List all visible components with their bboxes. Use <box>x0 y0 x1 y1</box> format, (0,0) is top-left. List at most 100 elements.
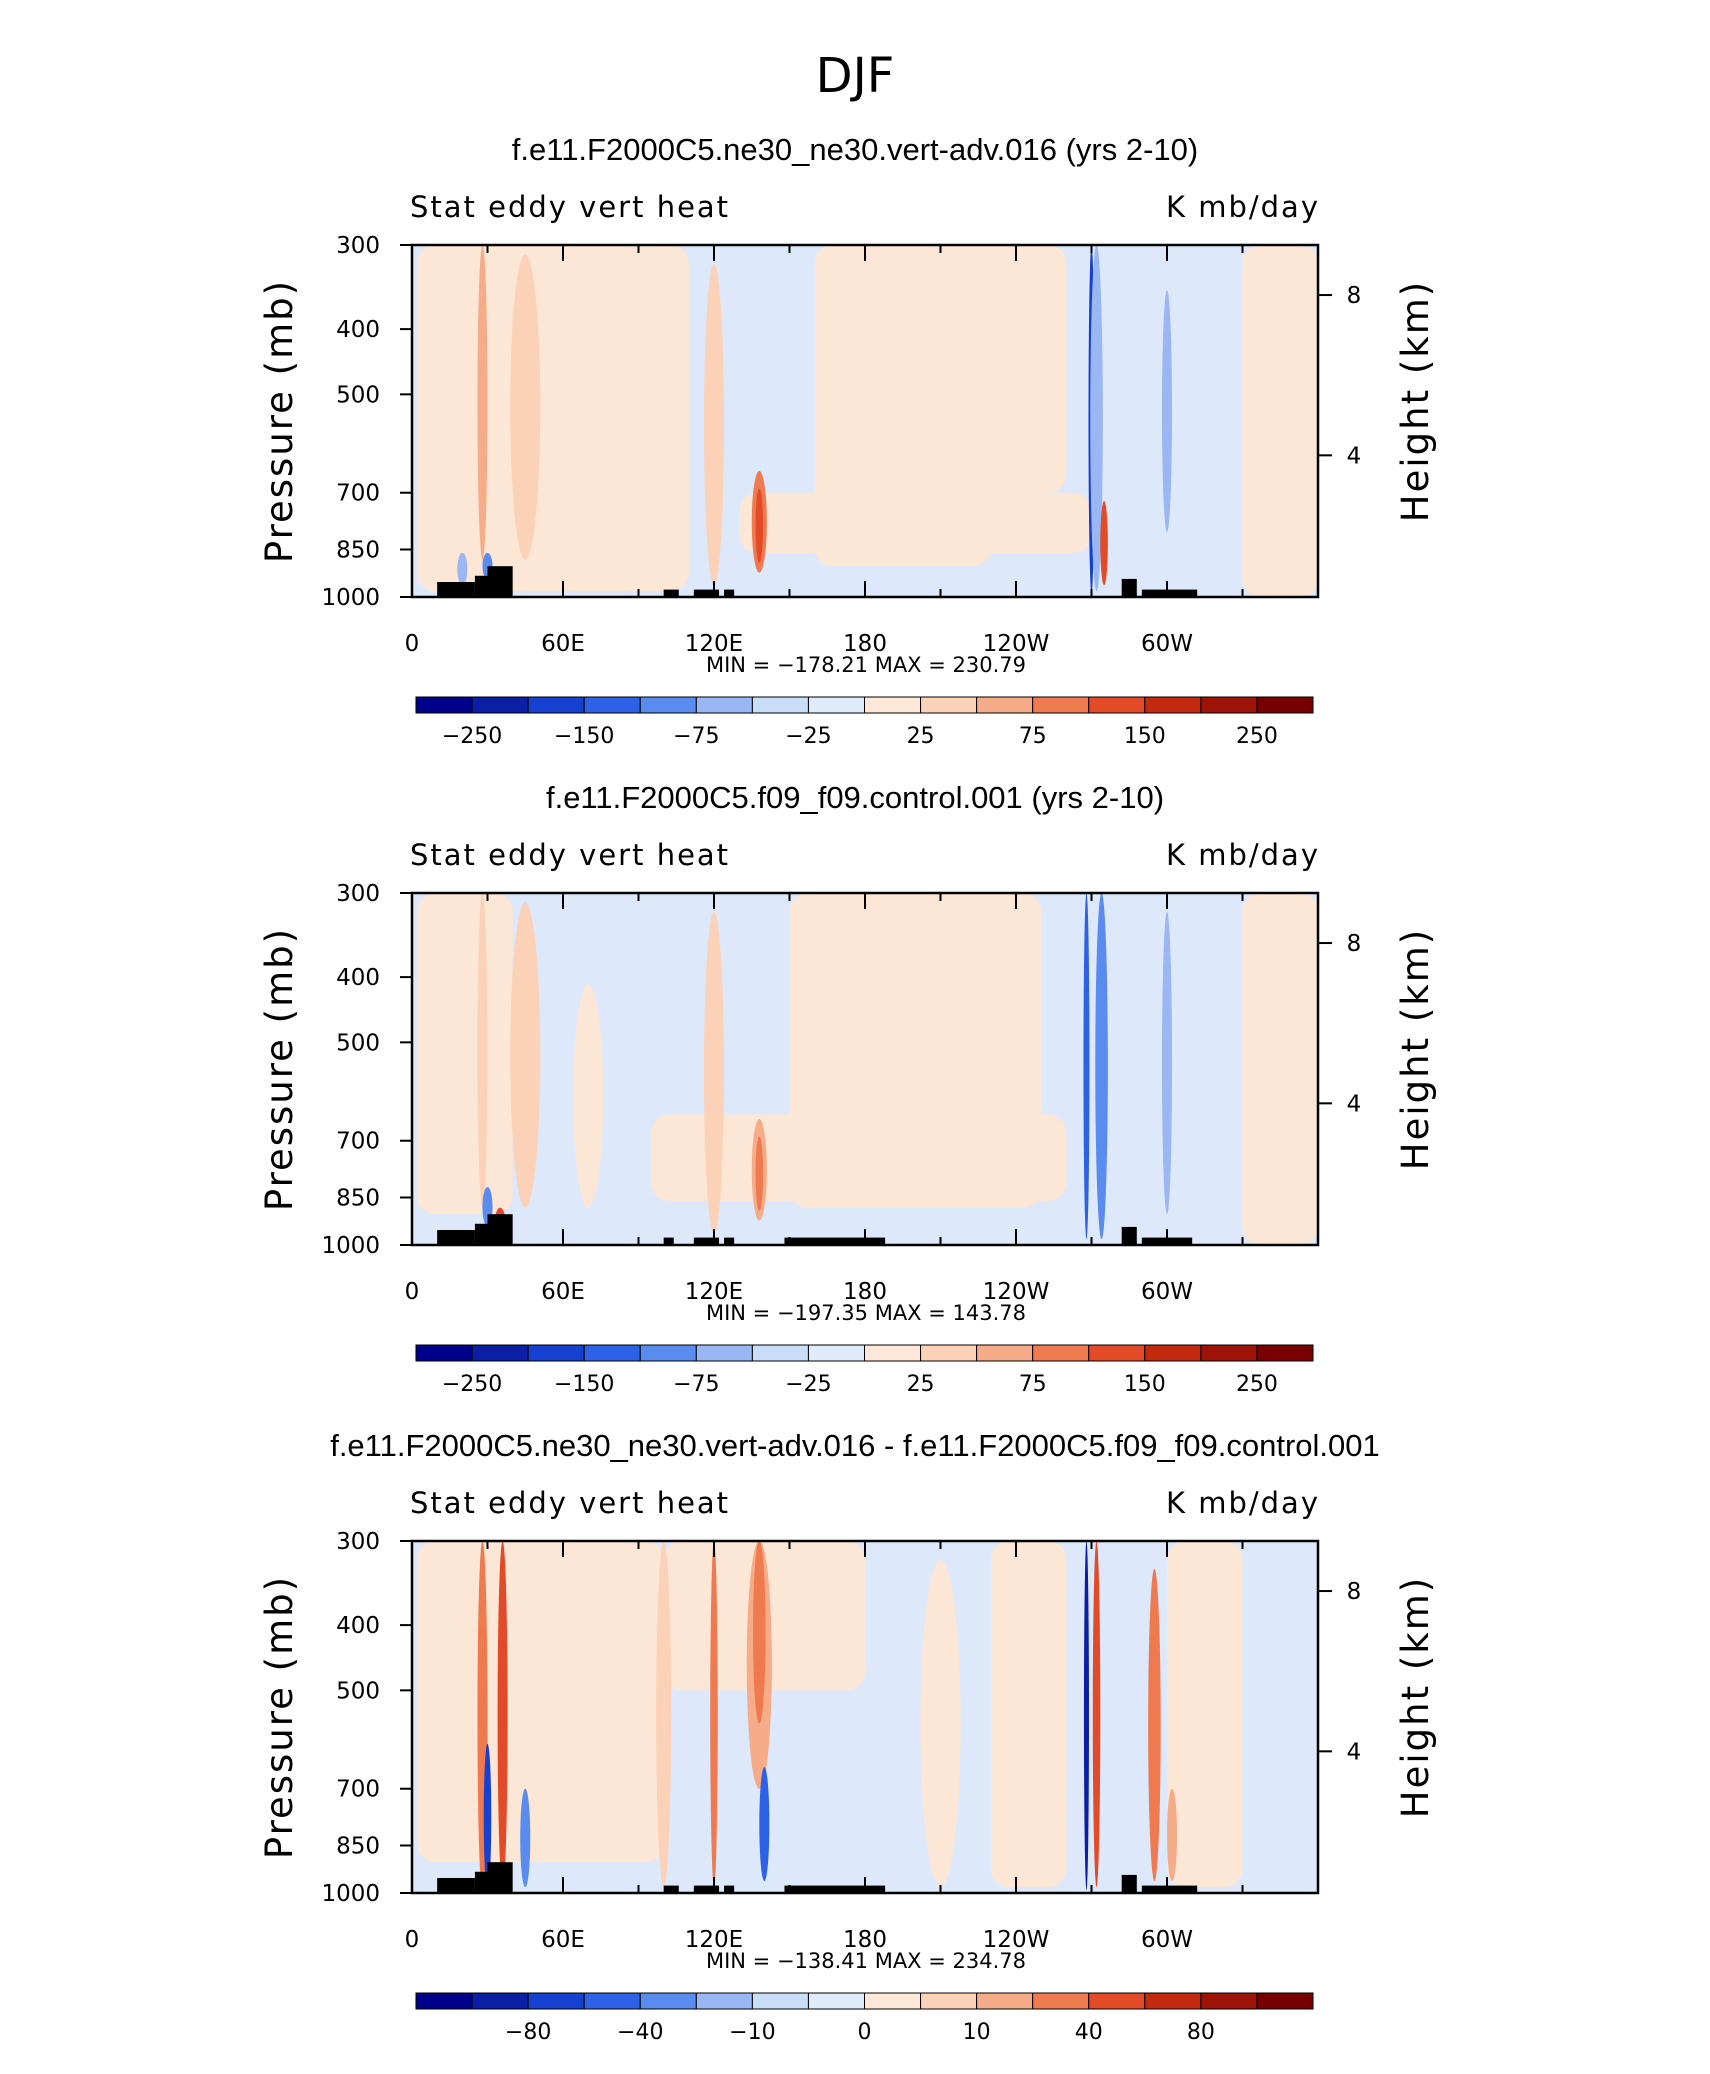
colorbar-label: −75 <box>673 1372 719 1397</box>
colorbar-label: 10 <box>963 2020 991 2045</box>
field-feature <box>575 350 601 573</box>
field-feature <box>1083 1541 1089 1891</box>
field-region <box>417 1541 664 1863</box>
field-feature <box>703 263 725 586</box>
x-tick-label: 120E <box>685 1279 743 1305</box>
y-tick-label: 500 <box>336 1678 380 1704</box>
colorbar-label: −150 <box>554 1372 614 1397</box>
topography-block <box>693 1237 720 1245</box>
colorbar-box <box>1088 1344 1146 1362</box>
colorbar-box <box>920 1992 978 2010</box>
field-region <box>739 492 1092 553</box>
colorbar-box <box>471 1344 529 1362</box>
colorbar-label: 75 <box>1019 724 1047 749</box>
field-feature <box>483 1743 492 1891</box>
y2-tick-label: 4 <box>1347 1091 1362 1117</box>
field-feature <box>573 984 604 1208</box>
x-tick-label: 60E <box>541 1927 585 1953</box>
x-tick-label: 60E <box>541 631 585 657</box>
y-tick-label: 500 <box>336 382 380 408</box>
field-feature <box>1092 1541 1101 1888</box>
field-feature <box>1090 245 1103 592</box>
colorbar-box <box>864 1992 922 2010</box>
colorbar-label: −150 <box>554 724 614 749</box>
topography-block <box>724 1885 735 1893</box>
colorbar-box <box>583 696 641 714</box>
colorbar-box <box>864 696 922 714</box>
colorbar-box <box>751 696 809 714</box>
colorbar-box <box>1088 696 1146 714</box>
colorbar-box <box>1032 696 1090 714</box>
field-feature <box>510 902 541 1208</box>
topography-block <box>487 566 513 597</box>
colorbar-label: 150 <box>1124 724 1166 749</box>
y-axis-label: Pressure (mb) <box>258 279 301 563</box>
field-feature <box>477 244 488 560</box>
field-feature <box>656 1541 672 1888</box>
topography-block <box>1141 1885 1198 1893</box>
topography-block <box>724 589 735 597</box>
topography-block <box>1141 589 1198 597</box>
y-tick-label: 300 <box>336 881 380 907</box>
colorbar-box <box>920 1344 978 1362</box>
topography-block <box>693 1885 720 1893</box>
colorbar-label: 25 <box>907 724 935 749</box>
y2-axis-label: Height (km) <box>1394 280 1437 522</box>
panel-title: f.e11.F2000C5.ne30_ne30.vert-adv.016 (yr… <box>512 132 1198 167</box>
field-feature <box>755 488 764 563</box>
colorbar-box <box>695 1992 753 2010</box>
y-axis-label: Pressure (mb) <box>258 927 301 1211</box>
y-tick-label: 700 <box>336 1777 380 1803</box>
min-max-text: MIN = −138.41 MAX = 234.78 <box>706 1949 1026 1973</box>
colorbar-box <box>527 1992 585 2010</box>
field-feature <box>510 254 541 560</box>
field-feature <box>477 893 488 1208</box>
y-tick-label: 700 <box>336 481 380 507</box>
colorbar-box <box>1032 1344 1090 1362</box>
colorbar-box <box>751 1992 809 2010</box>
topography-block <box>663 1885 679 1893</box>
field-feature <box>1083 893 1090 1240</box>
colorbar-box <box>639 696 697 714</box>
topography-block <box>724 1237 735 1245</box>
colorbar-box <box>976 696 1034 714</box>
colorbar-box <box>583 1344 641 1362</box>
colorbar-label: −250 <box>442 1372 502 1397</box>
colorbar-box <box>639 1992 697 2010</box>
field-region <box>417 245 689 592</box>
colorbar-box <box>1144 1992 1202 2010</box>
field-feature <box>1161 911 1173 1215</box>
colorbar-box <box>1200 1992 1258 2010</box>
colorbar-label: 80 <box>1187 2020 1215 2045</box>
field-feature <box>497 1541 508 1888</box>
right-corner-label: K mb/day <box>1166 1486 1320 1520</box>
left-corner-label: Stat eddy vert heat <box>410 838 730 872</box>
y-tick-label: 850 <box>336 1185 380 1211</box>
colorbar-box <box>1200 696 1258 714</box>
colorbar-box <box>1256 1992 1314 2010</box>
topography-block <box>474 575 488 597</box>
field-feature <box>520 1788 531 1888</box>
x-tick-label: 180 <box>843 631 887 657</box>
topography-block <box>437 1230 475 1245</box>
y-tick-label: 700 <box>336 1129 380 1155</box>
topography-block <box>663 589 679 597</box>
colorbar-box <box>415 696 473 714</box>
topography-block <box>1121 1874 1137 1893</box>
x-tick-label: 120W <box>983 1279 1050 1305</box>
field-feature <box>1148 1568 1161 1882</box>
colorbar-label: −80 <box>505 2020 551 2045</box>
y2-tick-label: 8 <box>1347 931 1362 957</box>
colorbar-label: 250 <box>1236 724 1278 749</box>
x-tick-label: 60W <box>1141 1279 1193 1305</box>
colorbar-box <box>1144 696 1202 714</box>
x-tick-label: 60E <box>541 1279 585 1305</box>
colorbar-box <box>807 696 865 714</box>
colorbar-box <box>1256 1344 1314 1362</box>
colorbar-box <box>471 696 529 714</box>
y-tick-label: 500 <box>336 1030 380 1056</box>
field-feature <box>1161 290 1173 532</box>
topography-block <box>784 1237 886 1245</box>
colorbar-label: 0 <box>858 2020 872 2045</box>
x-tick-label: 180 <box>843 1279 887 1305</box>
